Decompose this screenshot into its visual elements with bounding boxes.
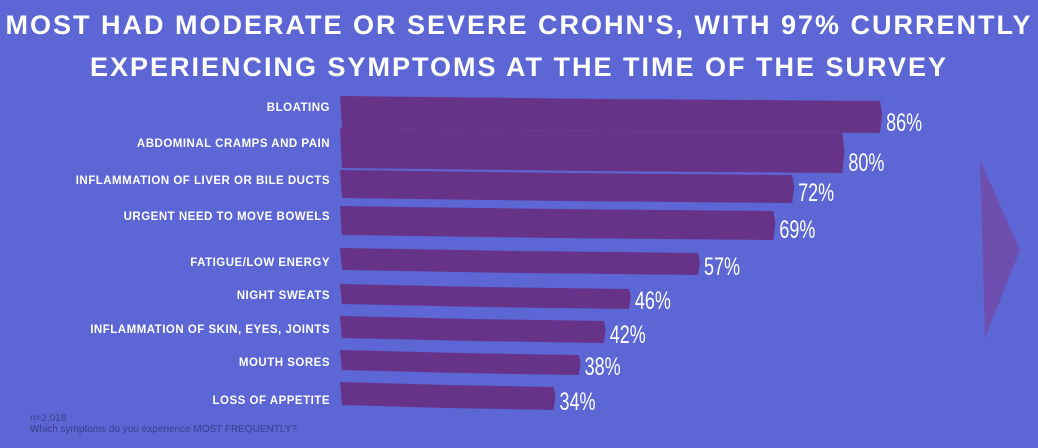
category-label: MOUTH SORES [239,357,330,369]
category-label: LOSS OF APPETITE [213,395,330,407]
bar [340,382,556,410]
value-label: 72% [798,178,834,207]
arrow-right-icon [980,160,1020,338]
bar [340,206,776,240]
value-label: 34% [560,387,596,416]
value-label: 69% [779,215,815,244]
chart-title-line-1: Most had moderate or severe Crohn's, wit… [5,10,1033,40]
bar [340,170,795,203]
bar [340,248,700,275]
bar [340,96,883,133]
category-label: INFLAMMATION OF LIVER OR BILE DUCTS [76,175,330,187]
category-label: URGENT NEED TO MOVE BOWELS [124,211,330,223]
category-label: ABDOMINAL CRAMPS AND PAIN [137,138,330,150]
survey-question: Which symptoms do you experience MOST FR… [30,424,297,435]
category-label: BLOATING [267,102,330,114]
value-label: 86% [886,108,922,137]
value-label: 57% [704,252,740,281]
value-label: 46% [635,286,671,315]
value-label: 80% [848,148,884,177]
bar [340,350,581,375]
category-label: FATIGUE/LOW ENERGY [190,257,330,269]
bar [340,128,845,173]
value-label: 38% [585,352,621,381]
category-label: NIGHT SWEATS [237,290,330,302]
value-label: 42% [610,320,646,349]
sample-size: n=2,018 [30,413,67,424]
chart-title-line-2: experiencing symptoms at the time of the… [89,52,949,82]
category-label: INFLAMMATION OF SKIN, EYES, JOINTS [90,324,330,336]
bar [340,284,631,309]
bar [340,316,606,343]
